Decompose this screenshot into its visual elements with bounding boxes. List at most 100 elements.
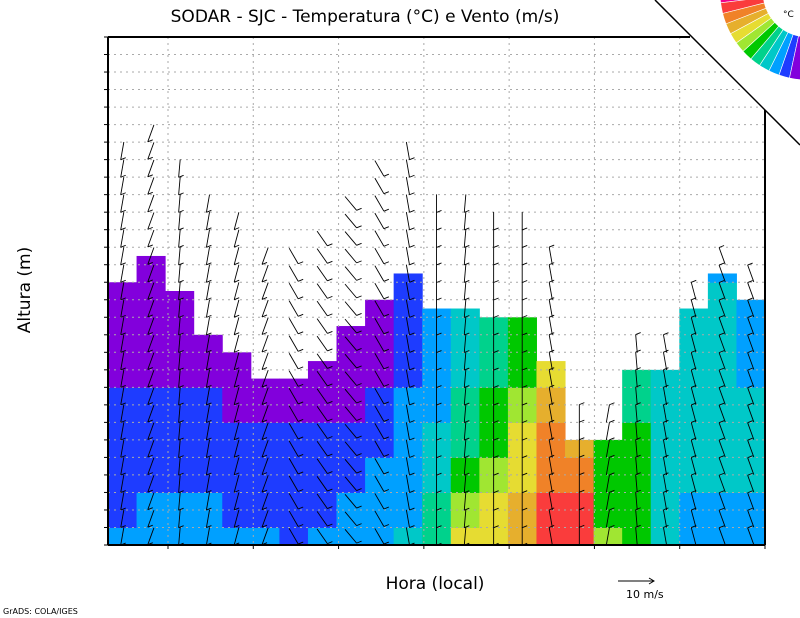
wind-barb [261, 422, 269, 440]
wind-barb-flag [718, 472, 725, 476]
wind-barb [374, 458, 385, 475]
wind-barb-flag [383, 436, 390, 440]
wind-barb [147, 299, 155, 318]
wind-barb-flag [383, 243, 390, 247]
wind-barb-flag [522, 297, 528, 301]
wind-barb [147, 247, 155, 265]
wind-barb [205, 422, 210, 441]
wind-barb [147, 282, 155, 300]
wind-barb [690, 352, 697, 370]
wind-barb-flag [178, 192, 184, 196]
wind-barb-flag [493, 420, 499, 424]
wind-barb [316, 300, 328, 317]
wind-barb-flag [234, 384, 240, 388]
footer-credit: GrADS: COLA/IGES [3, 607, 78, 616]
wind-barb [344, 266, 357, 281]
wind-barb [316, 423, 328, 439]
wind-barb [288, 510, 299, 527]
wind-barb [405, 334, 410, 353]
wind-barb [374, 353, 385, 370]
wind-barb [405, 404, 410, 423]
wind-barb-flag [383, 331, 390, 335]
wind-barb-flag [234, 437, 240, 441]
wind-barb-flag [120, 279, 126, 283]
wind-barb [718, 387, 726, 405]
wind-barb-flag [178, 244, 184, 248]
wind-barb [147, 387, 155, 405]
wind-barb-flag [635, 332, 641, 336]
wind-barb-flag [234, 524, 240, 528]
wind-barb-flag [261, 279, 268, 283]
wind-barb [374, 475, 385, 492]
wind-barb-flag [635, 437, 641, 441]
wind-barb [374, 318, 385, 335]
wind-barb [463, 334, 467, 353]
wind-barb [261, 527, 269, 545]
temperature-cell [136, 255, 166, 283]
wind-barb-flag [522, 245, 528, 248]
wind-barb-flag [436, 437, 442, 441]
wind-barb [663, 509, 668, 528]
wind-barb [548, 509, 553, 528]
wind-barb [463, 211, 467, 230]
wind-barb [718, 317, 726, 335]
wind-barb [747, 282, 755, 300]
wind-barb [147, 177, 155, 195]
wind-barb [605, 474, 610, 493]
wind-barb-flag [747, 367, 753, 371]
wind-barb [690, 404, 697, 423]
wind-barb [747, 317, 755, 335]
wind-barb-flag [356, 295, 362, 299]
wind-barb [548, 334, 553, 353]
wind-barb-flag [356, 365, 362, 369]
wind-barb [374, 265, 385, 282]
wind-barb [288, 423, 299, 440]
wind-barb [405, 509, 410, 528]
wind-barb [205, 352, 210, 371]
wind-barb [233, 422, 240, 440]
wind-barb-flag [747, 402, 753, 406]
wind-barb-flag [120, 227, 126, 231]
wind-barb-flag [493, 350, 499, 353]
wind-barb [178, 194, 181, 213]
wind-barb [344, 458, 357, 474]
wind-barb-flag [147, 472, 153, 476]
wind-barb [205, 439, 210, 458]
wind-barb-flag [747, 297, 753, 301]
wind-barb-flag [120, 472, 126, 476]
wind-barb [605, 422, 610, 441]
wind-barb [344, 371, 357, 386]
wind-barb [635, 457, 638, 476]
wind-barb [635, 369, 638, 388]
wind-barb [178, 439, 181, 458]
wind-barb [718, 527, 726, 545]
wind-barb-flag [409, 402, 415, 406]
temperature-cell [393, 273, 423, 283]
wind-barb-flag [120, 420, 126, 423]
wind-barb-flag [747, 420, 753, 424]
wind-barb-flag [261, 507, 268, 511]
wind-barb [120, 387, 125, 406]
wind-barb [635, 352, 638, 371]
wind-barb-flag [747, 350, 753, 354]
wind-barb-flag [178, 367, 184, 371]
wind-barb [405, 457, 410, 476]
wind-barb [261, 282, 269, 300]
wind-barb-flag [234, 279, 240, 283]
wind-barb [374, 528, 385, 545]
wind-barb-flag [579, 472, 585, 476]
wind-barb [233, 369, 240, 388]
wind-barb [548, 439, 553, 458]
wind-barb [463, 317, 467, 336]
temperature-cell [279, 387, 309, 423]
wind-barb-flag [178, 490, 184, 494]
wind-barb-flag [522, 280, 528, 283]
wind-barb-flag [493, 490, 499, 494]
wind-barb [747, 352, 755, 370]
wind-barb [690, 527, 697, 546]
wind-barb-flag [383, 383, 390, 387]
wind-barb-flag [327, 348, 333, 352]
colorbar-divider [654, 0, 800, 146]
wind-barb-flag [464, 402, 470, 406]
wind-barb-flag [522, 350, 528, 353]
